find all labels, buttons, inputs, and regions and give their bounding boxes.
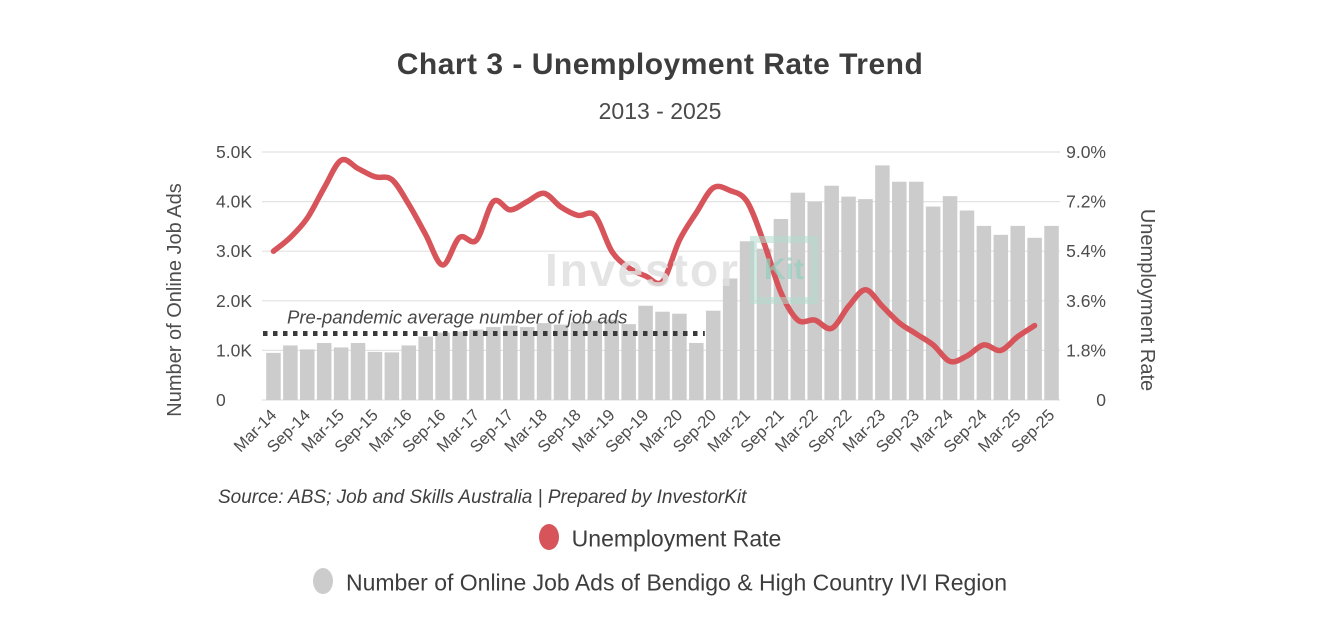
source-note: Source: ABS; Job and Skills Australia | …: [218, 487, 747, 508]
job-ads-bar: [553, 324, 569, 400]
job-ads-bar: [722, 278, 738, 400]
job-ads-bar: [536, 323, 552, 400]
job-ads-bar: [807, 201, 822, 400]
job-ads-bar: [705, 310, 721, 400]
unemployment-rate-line: [270, 156, 1038, 365]
job-ads-bar: [452, 331, 467, 400]
job-ads-bar: [756, 248, 772, 400]
job-ads-bar: [875, 165, 890, 400]
legend-label-job-ads: Number of Online Job Ads of Bendigo & Hi…: [346, 569, 1007, 596]
job-ads-bar: [486, 327, 501, 400]
right-axis-tick-label: 0: [1096, 390, 1106, 410]
job-ads-bar: [316, 342, 332, 400]
left-axis-tick-label: 2.0K: [216, 291, 252, 311]
job-ads-bar: [604, 319, 620, 400]
left-axis-tick-label: 3.0K: [216, 241, 252, 261]
job-ads-bar: [959, 210, 975, 400]
job-ads-bar: [469, 329, 484, 400]
legend-item-unemployment-rate: Unemployment Rate: [0, 523, 1320, 552]
job-ads-bar: [621, 324, 636, 400]
legend-marker-unemployment-rate: [538, 523, 559, 550]
job-ads-bar: [790, 192, 806, 400]
job-ads-bar: [587, 320, 603, 400]
job-ads-bar: [401, 345, 417, 400]
job-ads-bar: [942, 196, 958, 400]
legend-label-unemployment-rate: Unemployment Rate: [571, 525, 782, 552]
job-ads-bar: [266, 352, 281, 400]
job-ads-bar: [367, 351, 383, 400]
job-ads-bar: [503, 325, 518, 400]
job-ads-bar: [350, 342, 366, 400]
job-ads-bar: [739, 241, 755, 400]
right-axis-tick-label: 3.6%: [1066, 291, 1106, 311]
job-ads-bar: [1010, 225, 1025, 400]
right-axis-tick-label: 1.8%: [1066, 340, 1106, 360]
right-axis-tick-label: 5.4%: [1066, 241, 1106, 261]
job-ads-bar: [519, 327, 535, 400]
job-ads-bar: [283, 345, 298, 400]
right-axis-title: Unemployment Rate: [1136, 209, 1158, 391]
legend-marker-job-ads: [313, 567, 333, 594]
left-axis-title: Number of Online Job Ads: [164, 183, 186, 416]
job-ads-bar: [925, 206, 941, 400]
chart-plot: 0 0 1.0K 1.8% 2.0K 3.6% 3.0K 5.4% 4.0K 7.2% 5.0K 9.…: [164, 142, 1158, 456]
job-ads-bar: [1027, 237, 1042, 400]
pre-pandemic-average-label: Pre-pandemic average number of job ads: [287, 307, 627, 328]
job-ads-bar: [300, 349, 315, 400]
job-ads-bar: [384, 352, 400, 400]
chart-title: Chart 3 - Unemployment Rate Trend: [396, 48, 924, 81]
job-ads-bar: [908, 181, 924, 400]
job-ads-bar: [418, 336, 433, 400]
left-axis-tick-label: 0: [216, 390, 226, 410]
right-axis-tick-label: 7.2%: [1066, 192, 1106, 212]
job-ads-bar: [773, 218, 789, 400]
job-ads-bar: [993, 234, 1009, 400]
job-ads-bar: [689, 342, 704, 400]
chart-subtitle: 2013 - 2025: [598, 98, 722, 124]
legend-item-job-ads: Number of Online Job Ads of Bendigo & Hi…: [0, 567, 1320, 596]
job-ads-bar: [824, 185, 839, 400]
job-ads-bar: [435, 332, 450, 400]
job-ads-bar: [892, 181, 907, 400]
job-ads-bar: [672, 313, 687, 400]
job-ads-bar: [841, 196, 856, 400]
job-ads-bar: [976, 225, 992, 400]
job-ads-bar: [570, 322, 586, 400]
left-axis-tick-label: 5.0K: [216, 142, 252, 162]
right-axis-tick-label: 9.0%: [1066, 142, 1106, 162]
job-ads-bar: [638, 305, 653, 400]
job-ads-bar: [1044, 225, 1059, 400]
job-ads-bar: [333, 347, 349, 400]
job-ads-bar: [858, 199, 873, 400]
left-axis-tick-label: 4.0K: [216, 192, 252, 212]
job-ads-bar: [655, 311, 670, 400]
left-axis-tick-label: 1.0K: [216, 340, 252, 360]
